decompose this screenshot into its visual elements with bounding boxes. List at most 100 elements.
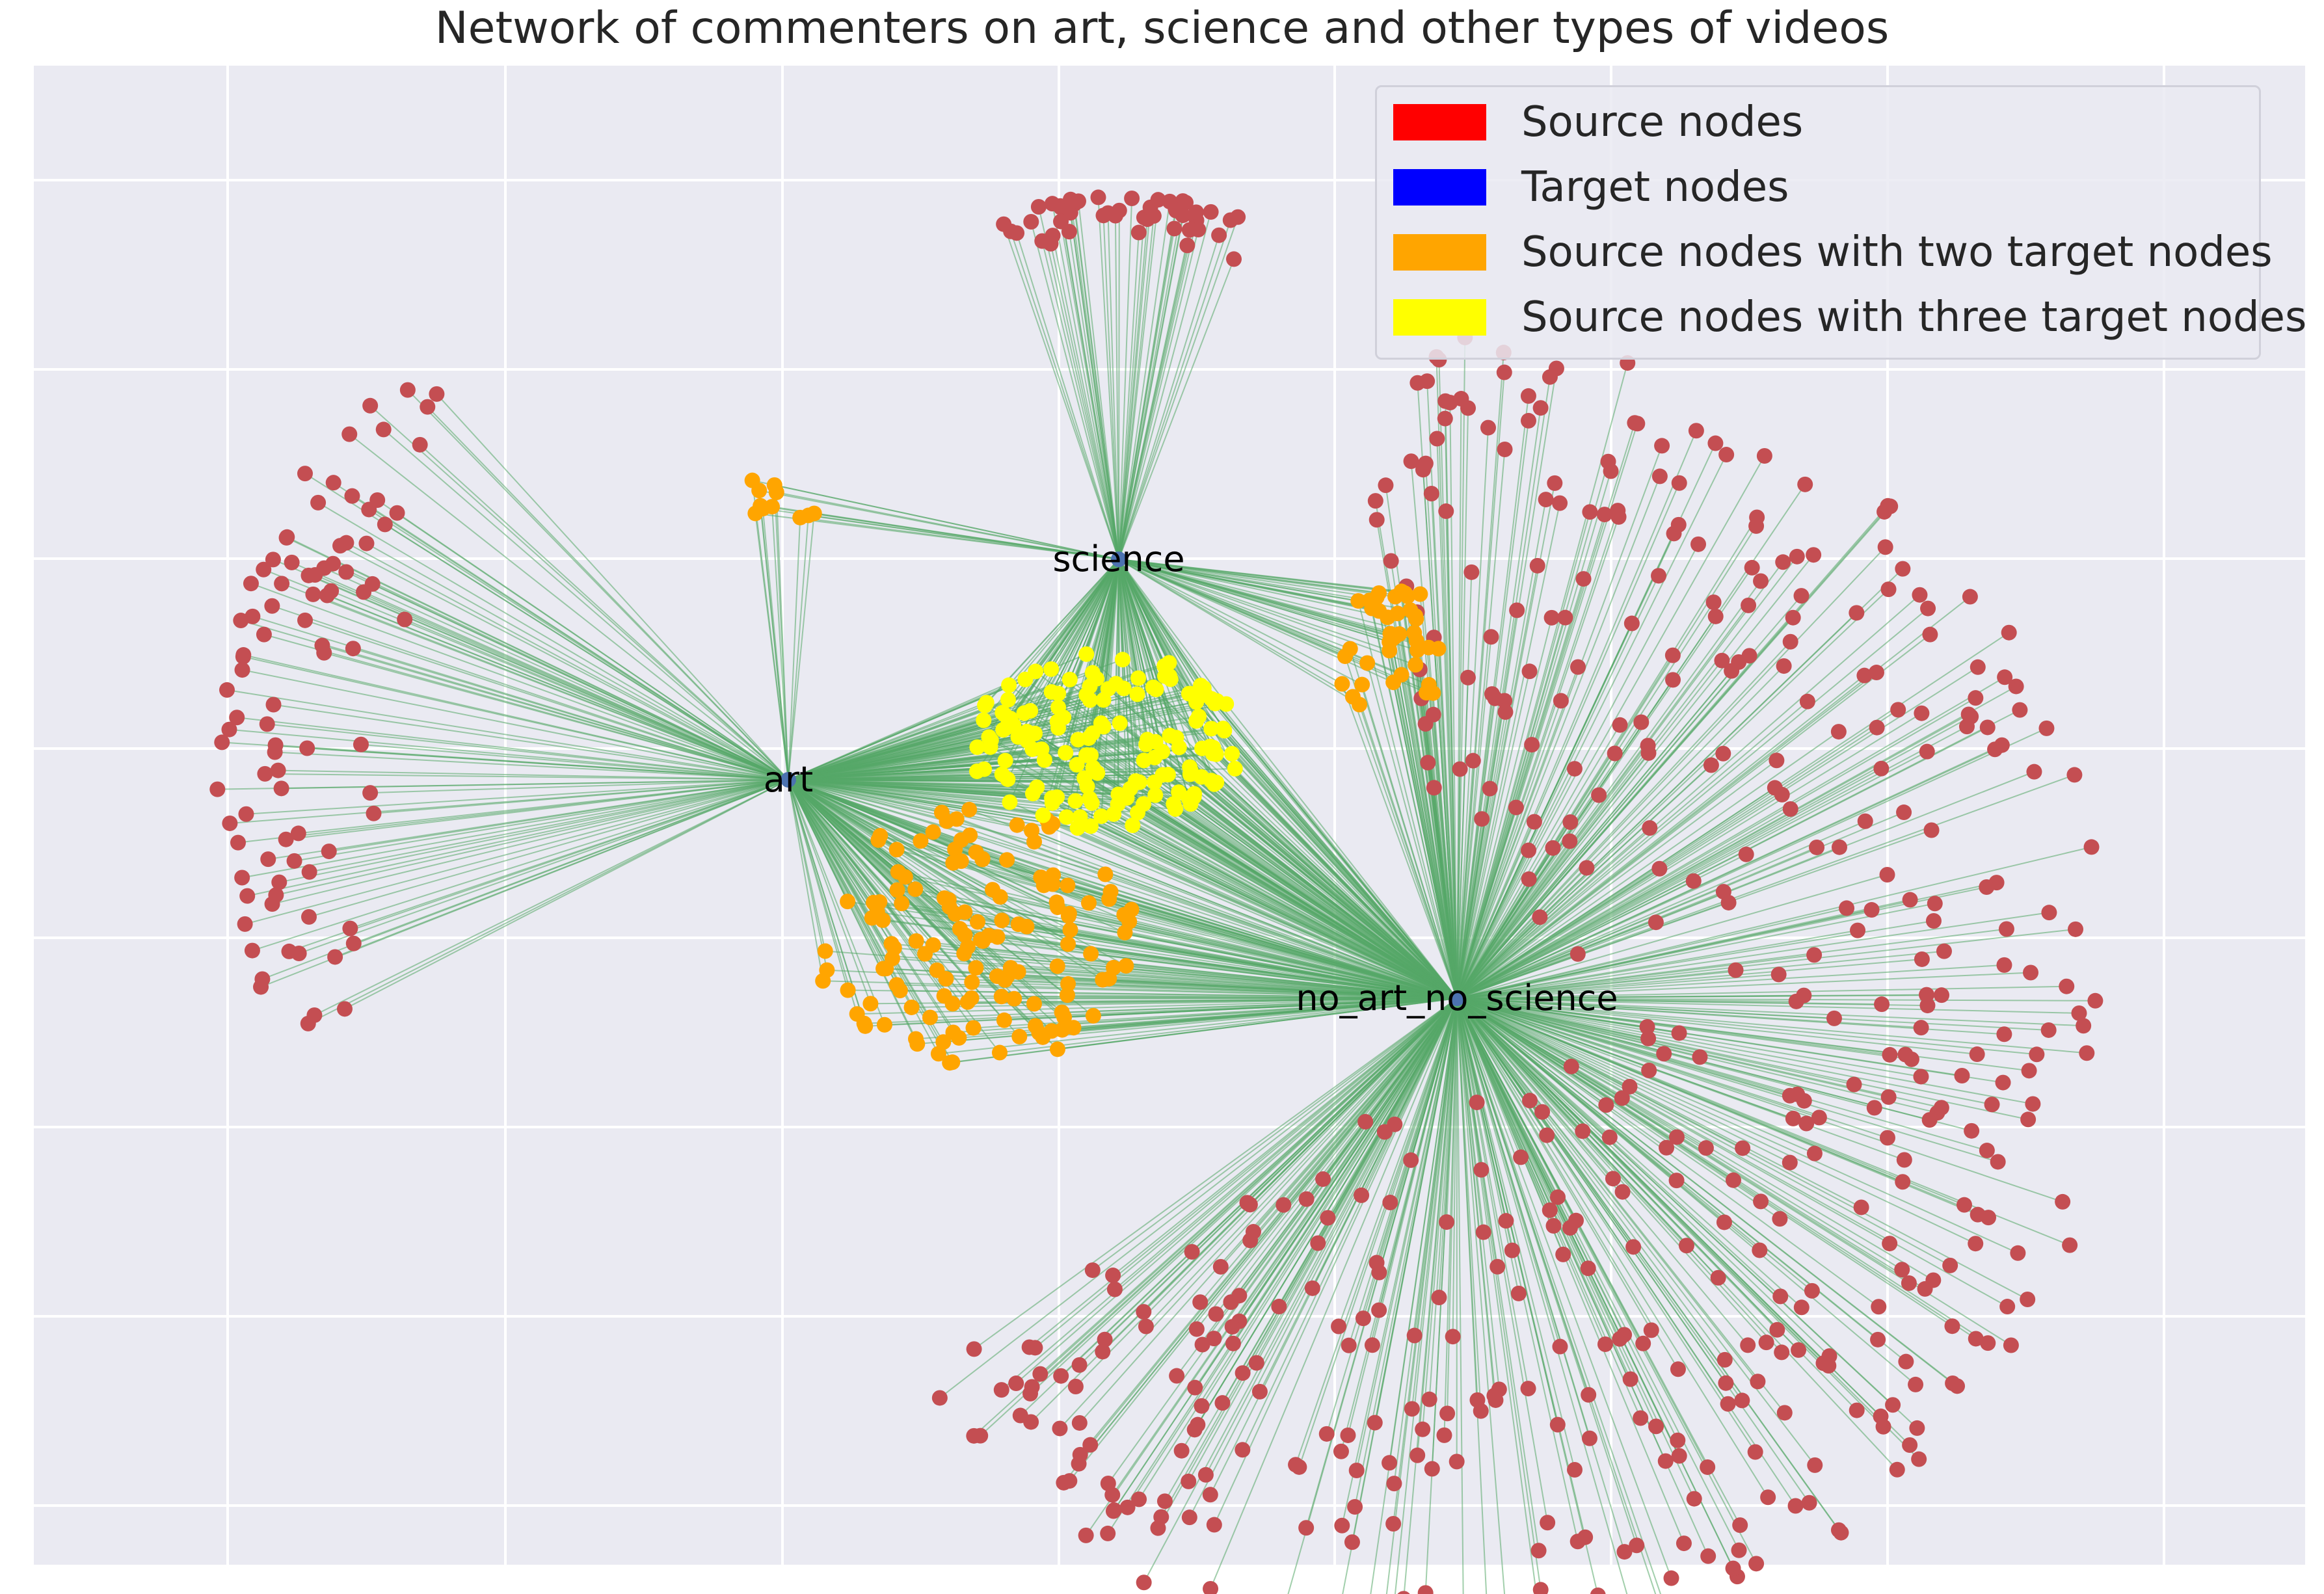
node-source xyxy=(1030,198,1047,215)
node-source xyxy=(1510,1285,1527,1301)
edge xyxy=(1118,559,1354,698)
edge xyxy=(1456,998,1802,1308)
node-two-targets xyxy=(806,505,822,522)
node-three-targets xyxy=(1129,686,1145,702)
node-source xyxy=(1760,1489,1776,1506)
node-source xyxy=(1569,946,1586,962)
node-source xyxy=(1605,1171,1621,1187)
node-source xyxy=(1678,1238,1694,1254)
node-source xyxy=(1188,1321,1205,1337)
node-source xyxy=(1188,204,1205,220)
node-source xyxy=(1752,1242,1768,1258)
edge xyxy=(788,779,1033,795)
node-source xyxy=(1082,1437,1099,1453)
node-source xyxy=(1703,757,1719,773)
edge xyxy=(1048,826,1458,999)
edge xyxy=(788,517,801,780)
edge xyxy=(1138,998,1458,1500)
node-two-targets xyxy=(744,472,760,488)
node-source xyxy=(1124,191,1140,207)
node-source xyxy=(1513,1149,1529,1165)
node-source xyxy=(1208,1306,1224,1322)
node-source xyxy=(1936,943,1952,959)
node-two-targets xyxy=(953,832,969,848)
node-source xyxy=(1774,1344,1790,1361)
node-source xyxy=(1437,393,1454,409)
node-source xyxy=(1868,665,1884,681)
node-source xyxy=(1119,1499,1136,1515)
node-two-targets xyxy=(1006,990,1022,1007)
node-source xyxy=(1596,507,1612,523)
edge xyxy=(1456,847,1554,999)
edge xyxy=(857,998,1458,1015)
node-source xyxy=(1052,1420,1068,1437)
edge xyxy=(1456,449,1506,999)
legend-swatch-two-target-nodes xyxy=(1393,234,1486,271)
edge xyxy=(1428,998,1458,1400)
node-two-targets xyxy=(968,960,984,976)
node-source xyxy=(1206,1517,1222,1533)
edge xyxy=(1456,998,1988,1344)
node-source xyxy=(993,1382,1009,1398)
node-source xyxy=(1341,1337,1357,1353)
node-three-targets xyxy=(1024,786,1041,802)
edge xyxy=(1456,726,1988,999)
edge xyxy=(1456,476,1661,999)
node-source xyxy=(1347,1498,1363,1515)
edge xyxy=(1456,998,1830,1357)
node-two-targets xyxy=(1118,958,1134,974)
node-source xyxy=(209,781,226,797)
node-source xyxy=(1911,1451,1927,1467)
node-source xyxy=(1429,431,1445,447)
node-source xyxy=(290,825,306,842)
edge xyxy=(1255,998,1458,1364)
node-two-targets xyxy=(1430,641,1447,657)
node-three-targets xyxy=(1156,658,1173,674)
edge xyxy=(1456,928,2076,999)
edge xyxy=(1118,207,1151,560)
edge xyxy=(245,779,789,925)
edge xyxy=(1214,703,1458,999)
node-source xyxy=(229,710,245,726)
node-three-targets xyxy=(1017,671,1034,687)
node-two-targets xyxy=(974,851,991,867)
edge xyxy=(900,990,1458,999)
node-two-targets xyxy=(964,974,980,990)
edge xyxy=(344,779,789,1010)
node-source xyxy=(2076,1018,2092,1034)
node-three-targets xyxy=(1044,795,1060,811)
node-source xyxy=(1008,1375,1024,1392)
edge xyxy=(788,779,957,820)
node-source xyxy=(1052,198,1068,214)
edge xyxy=(1456,998,1921,1078)
edge xyxy=(1118,559,1359,602)
node-source xyxy=(1524,737,1540,753)
node-three-targets xyxy=(1194,769,1210,785)
node-source xyxy=(1720,1396,1736,1412)
edge xyxy=(345,542,789,780)
edge xyxy=(1001,996,1458,999)
edge xyxy=(1456,998,1500,1390)
edge xyxy=(788,779,1091,955)
target-label-art: art xyxy=(764,759,813,800)
node-three-targets xyxy=(1207,695,1223,711)
edge xyxy=(1456,998,1862,1208)
node-source xyxy=(1105,1503,1121,1519)
node-three-targets xyxy=(1069,756,1085,773)
node-source xyxy=(256,561,272,578)
node-two-targets xyxy=(1359,655,1376,671)
node-three-targets xyxy=(1049,713,1065,730)
node-source xyxy=(1880,1089,1897,1105)
edge xyxy=(1043,814,1458,999)
node-source xyxy=(274,576,290,592)
edge xyxy=(1118,200,1159,560)
edge xyxy=(1456,874,1888,999)
node-two-targets xyxy=(947,906,963,922)
node-source xyxy=(2008,678,2024,695)
edge xyxy=(1016,233,1119,560)
node-three-targets xyxy=(1171,784,1187,801)
node-source xyxy=(1498,1213,1514,1229)
edge xyxy=(1456,998,1709,1468)
node-source xyxy=(1782,1087,1798,1104)
node-source xyxy=(1980,1335,1996,1351)
